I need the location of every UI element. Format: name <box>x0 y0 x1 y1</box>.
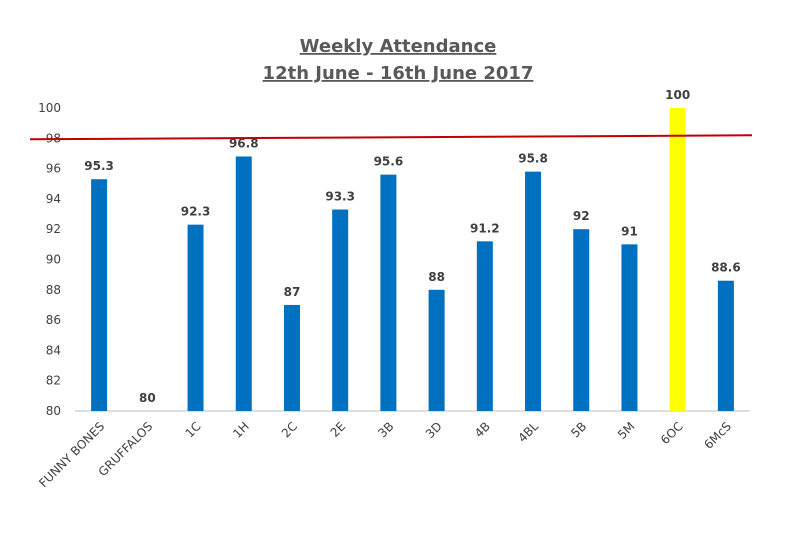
y-tick-label: 84 <box>46 343 61 357</box>
bar <box>621 244 638 411</box>
data-label: 92 <box>573 209 590 223</box>
category-label: FUNNY BONES <box>36 419 107 490</box>
data-label: 92.3 <box>181 205 211 219</box>
bar <box>717 280 734 411</box>
data-label: 95.8 <box>518 152 548 166</box>
y-tick-label: 90 <box>46 253 61 267</box>
data-label: 91 <box>621 224 638 238</box>
category-label: 6OC <box>658 419 686 447</box>
category-label: 1H <box>230 419 252 441</box>
bar <box>187 224 204 411</box>
target-line <box>29 134 753 141</box>
bar <box>525 171 542 411</box>
category-label: 4BL <box>515 419 541 445</box>
y-tick-label: 88 <box>46 283 61 297</box>
y-tick-label: 86 <box>46 313 61 327</box>
bar <box>573 229 590 411</box>
bar <box>235 156 252 411</box>
data-label: 91.2 <box>470 221 500 235</box>
bar <box>476 241 493 411</box>
category-label: 4B <box>472 419 493 440</box>
data-label: 95.6 <box>374 155 404 169</box>
category-label: 5B <box>568 419 589 440</box>
y-tick-label: 92 <box>46 222 61 236</box>
category-label: 3D <box>423 419 445 441</box>
data-label: 88 <box>428 270 445 284</box>
bar <box>669 108 686 411</box>
category-label: 1C <box>182 419 203 440</box>
y-tick-label: 80 <box>46 404 61 418</box>
y-tick-label: 100 <box>38 101 61 115</box>
y-tick-label: 94 <box>46 192 61 206</box>
category-label: 2C <box>279 419 300 440</box>
data-labels: 95.3 80 92.3 96.8 87 93.3 95.6 88 91.2 95.8 92 91 10… <box>84 88 740 405</box>
y-tick-label: 96 <box>46 162 61 176</box>
bar <box>283 304 300 411</box>
category-label: 3B <box>375 419 396 440</box>
data-label: 95.3 <box>84 159 114 173</box>
bar <box>428 289 445 411</box>
data-label: 80 <box>139 391 156 405</box>
data-label: 87 <box>284 285 301 299</box>
y-tick-label: 82 <box>46 374 61 388</box>
data-label: 88.6 <box>711 261 741 275</box>
data-label: 100 <box>665 88 690 102</box>
chart-title: Weekly Attendance <box>300 36 497 57</box>
category-label: 6McS <box>701 419 734 452</box>
bar <box>380 174 397 411</box>
bar <box>332 209 349 411</box>
category-label: 5M <box>615 419 638 442</box>
data-label: 96.8 <box>229 136 259 150</box>
category-label: 2E <box>328 419 349 440</box>
target-line-group <box>29 134 753 141</box>
axes: 80828486889092949698100 <box>38 101 750 418</box>
chart-subtitle: 12th June - 16th June 2017 <box>263 63 534 84</box>
data-label: 93.3 <box>325 190 355 204</box>
bars <box>91 108 734 411</box>
bar <box>91 179 108 411</box>
